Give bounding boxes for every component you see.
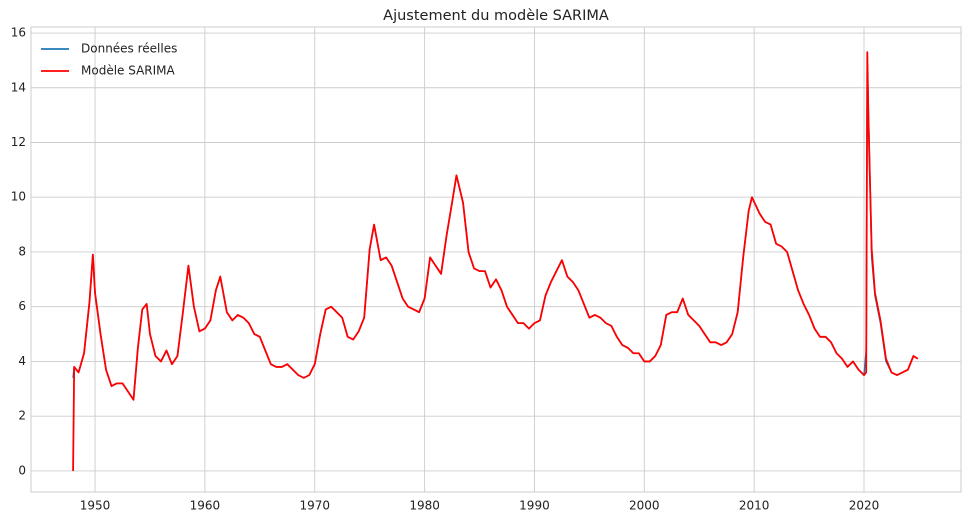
- y-tick-label: 2: [18, 409, 26, 423]
- y-tick-label: 12: [11, 135, 26, 149]
- y-tick-label: 14: [11, 80, 26, 94]
- chart-title: Ajustement du modèle SARIMA: [383, 8, 609, 24]
- x-tick-label: 1950: [80, 499, 111, 513]
- x-tick-label: 1990: [519, 499, 550, 513]
- series-line: [72, 65, 919, 401]
- y-tick-label: 10: [11, 190, 26, 204]
- y-tick-label: 8: [18, 244, 26, 258]
- x-tick-label: 2020: [849, 499, 880, 513]
- y-tick-label: 6: [18, 299, 26, 313]
- x-tick-label: 2010: [739, 499, 770, 513]
- x-tick-label: 1960: [190, 499, 221, 513]
- legend-label: Modèle SARIMA: [81, 64, 176, 78]
- y-tick-label: 0: [18, 463, 26, 477]
- x-tick-label: 1970: [299, 499, 330, 513]
- y-tick-label: 16: [11, 26, 26, 40]
- plot-frame: [30, 26, 962, 493]
- legend-label: Données réelles: [81, 42, 177, 56]
- x-tick-label: 2000: [629, 499, 660, 513]
- y-tick-label: 4: [18, 354, 26, 368]
- series-line: [72, 51, 919, 471]
- x-tick-label: 1980: [409, 499, 440, 513]
